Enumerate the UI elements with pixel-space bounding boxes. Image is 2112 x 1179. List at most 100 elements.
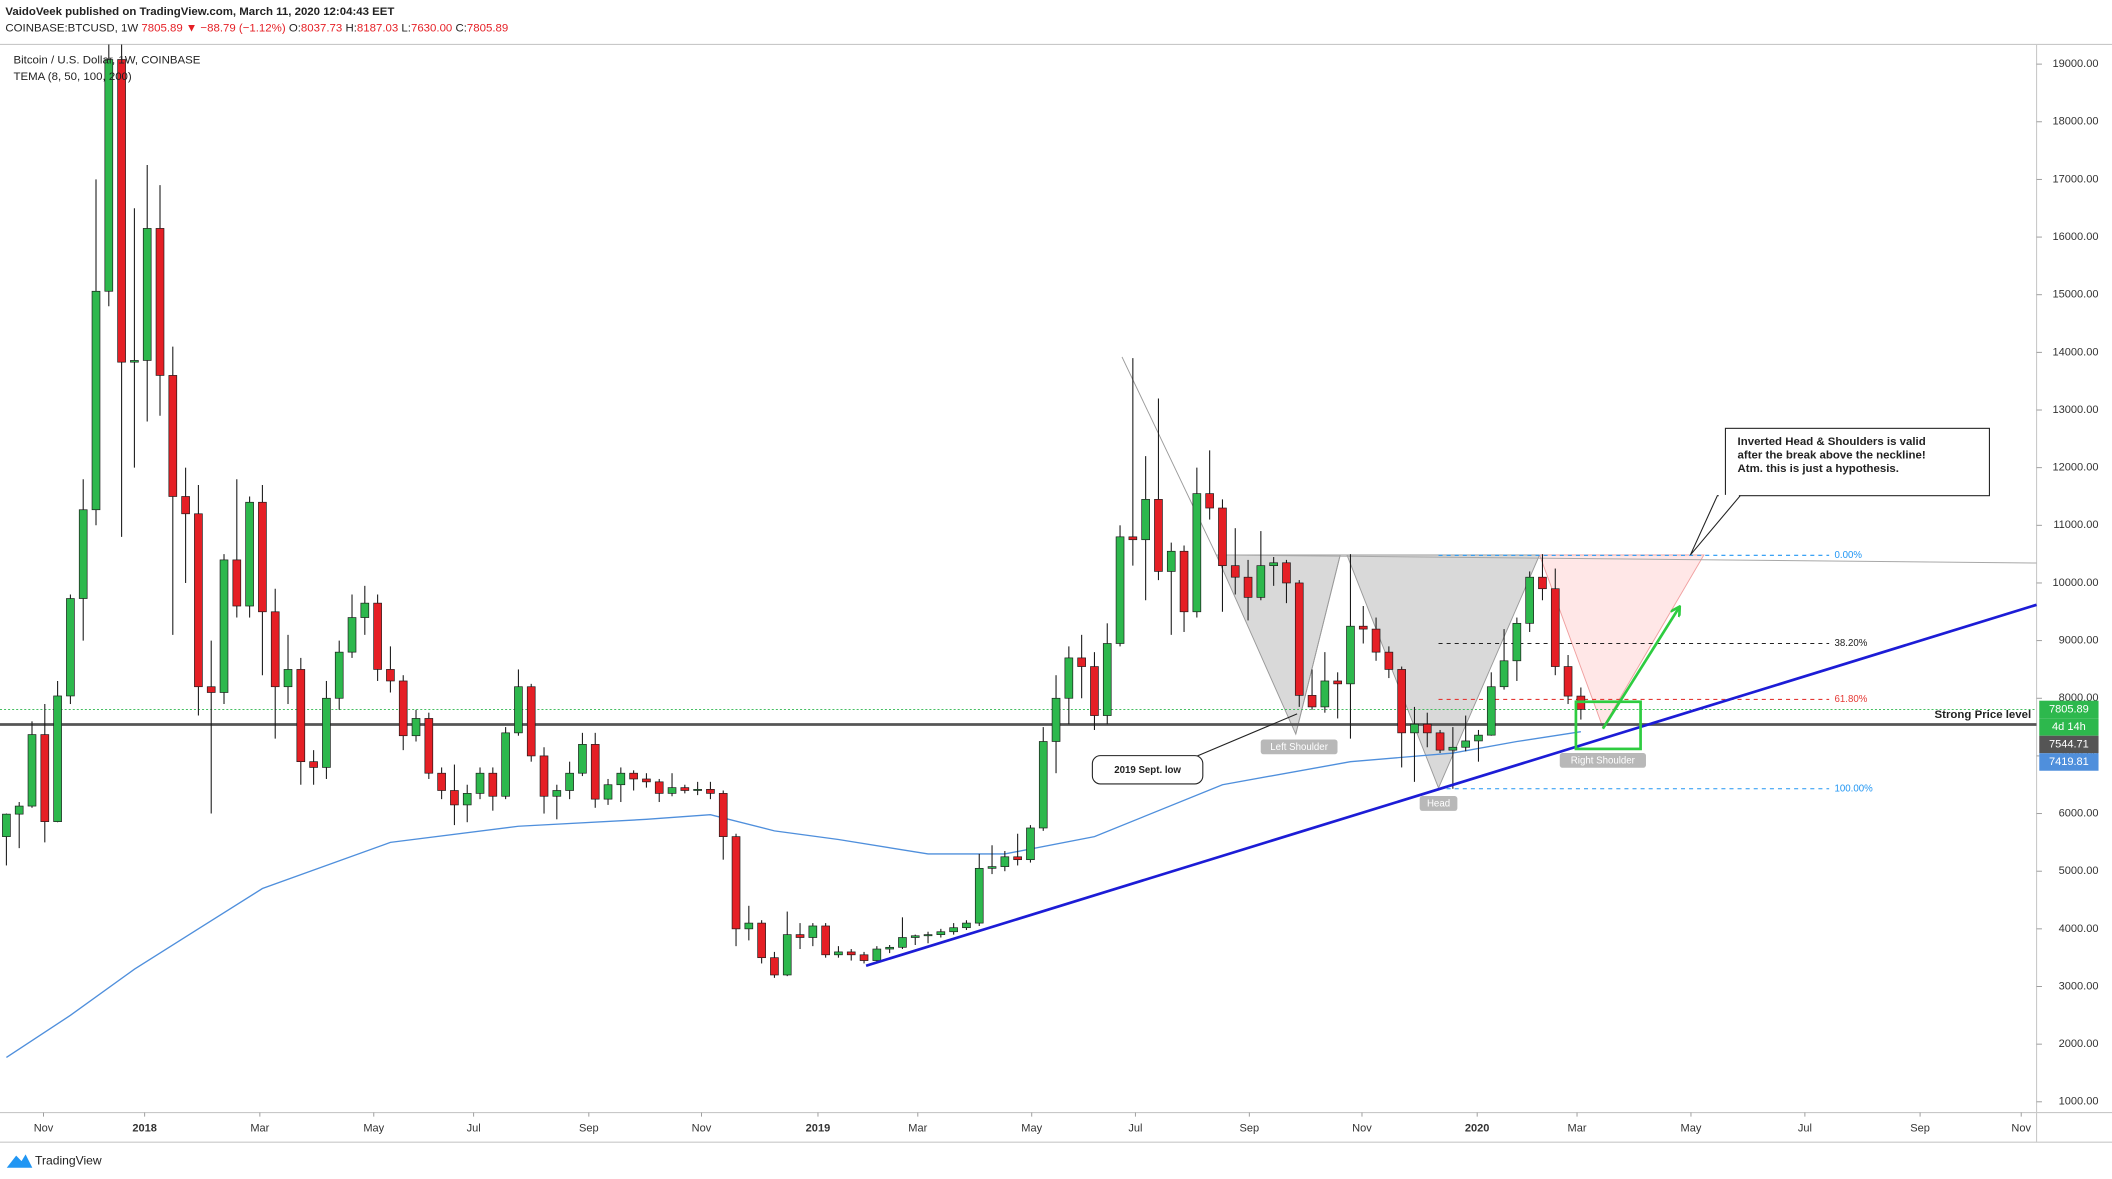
change: ▼ −88.79 (−1.12%) bbox=[186, 22, 286, 34]
candle-body bbox=[1307, 695, 1317, 708]
y-tick-label: 11000.00 bbox=[2053, 519, 2098, 531]
candle-body bbox=[1269, 562, 1278, 567]
symbol-line: COINBASE:BTCUSD, 1W 7805.89 ▼ −88.79 (−1… bbox=[5, 22, 508, 34]
fib-label: 100.00% bbox=[1835, 783, 1874, 794]
candle-body bbox=[424, 718, 434, 774]
candle-body bbox=[309, 761, 318, 768]
y-tick-label: 15000.00 bbox=[2053, 289, 2099, 301]
candle-body bbox=[578, 744, 587, 774]
candle-body bbox=[117, 59, 126, 363]
candle-body bbox=[590, 744, 600, 800]
y-tick-label: 18000.00 bbox=[2053, 116, 2099, 128]
y-tick-label: 14000.00 bbox=[2053, 346, 2099, 358]
candle-body bbox=[168, 375, 178, 497]
candle-body bbox=[846, 951, 856, 956]
fib-label: 0.00% bbox=[1835, 550, 1863, 561]
candle-body bbox=[526, 686, 536, 757]
candle-body bbox=[1358, 625, 1368, 630]
candle-body bbox=[757, 922, 766, 959]
candle-body bbox=[1026, 827, 1035, 861]
candle-body bbox=[155, 228, 165, 376]
ohlc-label: L: bbox=[401, 22, 411, 34]
candle-body bbox=[2, 813, 11, 837]
y-tick-label: 3000.00 bbox=[2059, 980, 2099, 992]
x-tick-label: Nov bbox=[692, 1123, 712, 1135]
candle-body bbox=[1320, 680, 1330, 708]
y-tick-label: 2000.00 bbox=[2059, 1038, 2099, 1050]
y-tick-label: 12000.00 bbox=[2053, 462, 2099, 474]
pattern-layer bbox=[1121, 356, 2037, 790]
candle-body bbox=[347, 617, 357, 653]
candle-body bbox=[1154, 499, 1163, 572]
x-tick-label: 2020 bbox=[1465, 1123, 1490, 1135]
candle-body bbox=[834, 951, 843, 956]
candle-body bbox=[1499, 660, 1509, 688]
candle-body bbox=[450, 790, 459, 806]
candle-body bbox=[1538, 576, 1547, 590]
x-tick-label: Mar bbox=[250, 1123, 269, 1135]
projection-arrow bbox=[1601, 609, 1678, 730]
candle-body bbox=[40, 734, 50, 822]
candle-body bbox=[910, 935, 920, 938]
target-box bbox=[1574, 700, 1642, 751]
candle-body bbox=[1563, 666, 1573, 697]
candle-body bbox=[1397, 669, 1406, 734]
plot bbox=[0, 44, 2037, 1058]
candle-body bbox=[1512, 622, 1522, 662]
candle-body bbox=[270, 611, 280, 688]
x-tick-label: May bbox=[1021, 1123, 1042, 1135]
candle-body bbox=[501, 732, 510, 797]
candle-body bbox=[78, 509, 88, 599]
candle-body bbox=[731, 836, 741, 930]
candle-body bbox=[322, 697, 331, 768]
candle-body bbox=[642, 778, 651, 783]
candle-body bbox=[770, 957, 779, 976]
neckline bbox=[1216, 554, 2037, 564]
candle-body bbox=[1230, 565, 1240, 578]
price-label-box bbox=[2039, 753, 2099, 771]
candle-body bbox=[1064, 657, 1074, 699]
candle-body bbox=[1243, 576, 1253, 598]
published-line: VaidoVeek published on TradingView.com, … bbox=[5, 6, 394, 18]
candle-body bbox=[475, 772, 485, 794]
x-tick-label: Nov bbox=[2011, 1123, 2031, 1135]
candle-body bbox=[539, 755, 549, 797]
candle-body bbox=[91, 290, 101, 511]
candle-body bbox=[1179, 550, 1189, 613]
candle-body bbox=[258, 501, 267, 613]
candle-body bbox=[386, 669, 395, 682]
candle-body bbox=[552, 790, 562, 797]
callout-box bbox=[1091, 755, 1204, 785]
candle-body bbox=[706, 789, 715, 794]
candle-body bbox=[782, 934, 792, 976]
ohlc-label: C: bbox=[455, 22, 466, 34]
annotation-layer: Left Shoulder Head Right Shoulder 2019 S… bbox=[13, 55, 2037, 968]
candle-body bbox=[1384, 651, 1394, 670]
candle-body bbox=[654, 781, 664, 794]
candle-body bbox=[66, 598, 75, 697]
candle-body bbox=[398, 680, 408, 737]
fib-label: 61.80% bbox=[1835, 694, 1868, 705]
candle-body bbox=[1090, 666, 1099, 716]
candle-body bbox=[718, 793, 728, 837]
candle-body bbox=[130, 360, 139, 363]
candle-body bbox=[1371, 628, 1381, 653]
x-tick-label: May bbox=[363, 1123, 384, 1135]
x-tick-label: May bbox=[1681, 1123, 1702, 1135]
candle-body bbox=[565, 772, 574, 791]
candle-body bbox=[1051, 697, 1061, 742]
pattern-leg bbox=[1295, 554, 1347, 735]
candle-body bbox=[859, 954, 869, 961]
candle-body bbox=[1525, 576, 1534, 624]
ohlc-value: 8037.73 bbox=[301, 22, 342, 34]
fib-label: 38.20% bbox=[1835, 638, 1868, 649]
candle-body bbox=[245, 501, 254, 607]
callout-pointer bbox=[1185, 713, 1298, 762]
footer-brand: TradingView bbox=[35, 1153, 102, 1167]
candle-body bbox=[14, 805, 24, 815]
x-tick-label: Jul bbox=[1128, 1123, 1142, 1135]
chart-title: Bitcoin / U.S. Dollar, 1W, COINBASE bbox=[13, 55, 200, 67]
price-label-box bbox=[2039, 718, 2099, 736]
candle-body bbox=[488, 772, 498, 797]
label-pill bbox=[1419, 796, 1458, 811]
